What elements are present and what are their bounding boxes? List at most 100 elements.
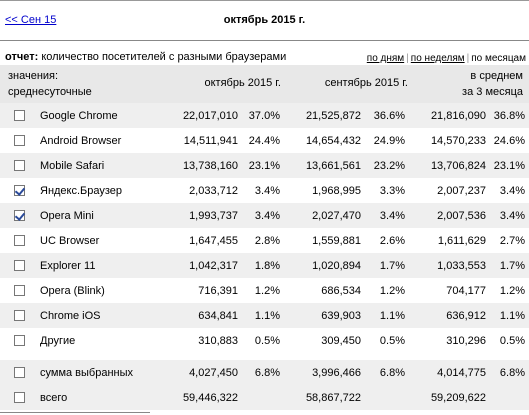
percent-september: 3.3%	[379, 184, 405, 197]
checkbox-cell	[0, 153, 38, 178]
browser-name: Другие	[40, 334, 76, 347]
value-september: 1,020,894	[284, 253, 361, 278]
period-days-link[interactable]: по дням	[366, 53, 405, 64]
period-navigation: << Сен 15 октябрь 2015 г.	[5, 14, 524, 30]
browser-table: Google Chrome 22,017,010 37.0% 21,525,872 36…	[0, 103, 529, 353]
percent-september: 1.7%	[361, 253, 409, 278]
period-months-current: по месяцам	[471, 53, 526, 64]
percent-october: 6.8%	[238, 360, 284, 385]
value-average: 310,296	[446, 334, 486, 347]
value-october: 1,647,455	[189, 234, 238, 247]
checkbox-cell	[0, 103, 38, 128]
table-row: UC Browser 1,647,455 2.8% 1,559,881 2.6% 1,61…	[0, 228, 529, 253]
row-checkbox[interactable]	[13, 367, 25, 379]
table-row: всего 59,446,322 58,867,722 59,209,622	[0, 385, 529, 410]
column-header-average: в среднем	[470, 70, 523, 82]
values-mode: среднесуточные	[8, 86, 92, 98]
value-september: 2,027,470	[284, 203, 361, 228]
percent-average: 36.8%	[486, 103, 529, 128]
table-row: Другие 310,883 0.5% 309,450 0.5% 310,296 0.5%	[0, 328, 529, 353]
checkbox-cell	[0, 278, 38, 303]
browser-name: Яндекс.Браузер	[40, 184, 123, 197]
table-row: Яндекс.Браузер 2,033,712 3.4% 1,968,995 3.3%…	[0, 178, 529, 203]
percent-average: 1.2%	[499, 284, 525, 297]
percent-average	[486, 385, 529, 410]
value-average: 14,570,233	[430, 134, 486, 147]
row-checkbox[interactable]	[13, 135, 25, 147]
value-average: 1,033,553	[409, 253, 486, 278]
table-row: сумма выбранных 4,027,450 6.8% 3,996,466 6.8…	[0, 360, 529, 385]
percent-average: 6.8%	[486, 360, 529, 385]
browser-name: Opera Mini	[38, 203, 178, 228]
checkbox-cell	[0, 178, 38, 203]
value-average: 704,177	[446, 284, 486, 297]
value-october: 14,511,941	[183, 134, 238, 147]
row-checkbox[interactable]	[13, 260, 25, 272]
percent-october: 1.8%	[238, 253, 284, 278]
value-october: 310,883	[198, 334, 238, 347]
table-row: Explorer 11 1,042,317 1.8% 1,020,894 1.7% 1,0…	[0, 253, 529, 278]
checkbox-cell	[0, 203, 38, 228]
value-october: 4,027,450	[178, 360, 238, 385]
percent-october: 37.0%	[238, 103, 284, 128]
percent-october	[238, 385, 284, 410]
percent-average: 3.4%	[486, 203, 529, 228]
value-average: 1,611,629	[437, 234, 486, 247]
column-header-average-sub: за 3 месяца	[462, 86, 523, 98]
value-september: 14,654,432	[305, 134, 361, 147]
value-average: 636,912	[409, 303, 486, 328]
browser-name: Mobile Safari	[38, 153, 178, 178]
row-checkbox[interactable]	[13, 392, 25, 404]
table-gap	[0, 353, 529, 362]
value-average: 2,007,536	[409, 203, 486, 228]
percent-october: 3.4%	[254, 184, 280, 197]
value-october: 634,841	[178, 303, 238, 328]
checkbox-cell	[0, 328, 38, 353]
page-title: октябрь 2015 г.	[223, 14, 306, 26]
table-row: Mobile Safari 13,738,160 23.1% 13,661,561 23…	[0, 153, 529, 178]
report-description: отчет: количество посетителей с разными …	[5, 51, 286, 63]
bottom-border	[0, 412, 150, 413]
value-september: 309,450	[321, 334, 361, 347]
value-october: 13,738,160	[178, 153, 238, 178]
row-checkbox[interactable]	[13, 110, 25, 122]
row-checkbox[interactable]	[13, 160, 25, 172]
value-october: 59,446,322	[178, 385, 238, 410]
percent-october: 23.1%	[238, 153, 284, 178]
value-september: 686,534	[321, 284, 361, 297]
value-september: 3,996,466	[284, 360, 361, 385]
value-average: 4,014,775	[409, 360, 486, 385]
percent-average: 1.7%	[486, 253, 529, 278]
row-checkbox[interactable]	[13, 235, 25, 247]
value-average: 59,209,622	[409, 385, 486, 410]
summary-table: сумма выбранных 4,027,450 6.8% 3,996,466 6.8…	[0, 360, 529, 410]
value-october: 716,391	[198, 284, 238, 297]
table-row: Google Chrome 22,017,010 37.0% 21,525,872 36…	[0, 103, 529, 128]
browser-name: Google Chrome	[38, 103, 178, 128]
percent-september: 0.5%	[379, 334, 405, 347]
browser-name: Chrome iOS	[38, 303, 178, 328]
checkbox-cell	[0, 303, 38, 328]
period-weeks-link[interactable]: по неделям	[410, 53, 465, 64]
row-checkbox[interactable]	[13, 185, 25, 197]
checkbox-cell	[0, 228, 38, 253]
value-average: 13,706,824	[409, 153, 486, 178]
percent-october: 24.4%	[248, 134, 280, 147]
row-checkbox[interactable]	[13, 210, 25, 222]
divider	[0, 40, 529, 41]
row-checkbox[interactable]	[13, 310, 25, 322]
column-header-october: октябрь 2015 г.	[204, 77, 281, 89]
percent-september: 3.4%	[361, 203, 409, 228]
value-average: 21,816,090	[409, 103, 486, 128]
row-checkbox[interactable]	[13, 285, 25, 297]
prev-month-link[interactable]: << Сен 15	[5, 14, 57, 26]
percent-september: 2.6%	[379, 234, 405, 247]
percent-september: 24.9%	[373, 134, 405, 147]
value-october: 1,042,317	[178, 253, 238, 278]
percent-september: 1.1%	[361, 303, 409, 328]
values-label: значения:	[8, 70, 59, 82]
percent-average: 2.7%	[499, 234, 525, 247]
row-checkbox[interactable]	[13, 335, 25, 347]
value-september: 639,903	[284, 303, 361, 328]
percent-october: 1.2%	[254, 284, 280, 297]
